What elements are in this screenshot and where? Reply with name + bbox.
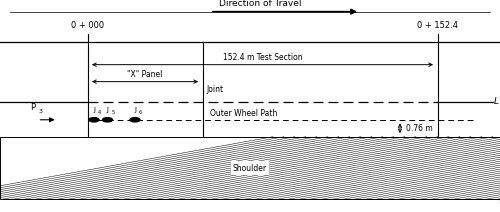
Text: Joint: Joint: [206, 85, 224, 94]
Text: 152.4 m Test Section: 152.4 m Test Section: [222, 53, 302, 62]
Circle shape: [102, 118, 113, 122]
Text: 0 + 000: 0 + 000: [71, 21, 104, 30]
Text: 3: 3: [38, 109, 42, 114]
Circle shape: [130, 118, 140, 122]
Text: L: L: [494, 97, 499, 106]
Text: P: P: [30, 103, 35, 112]
Text: 0.76 m: 0.76 m: [406, 124, 433, 133]
Circle shape: [89, 118, 99, 122]
Text: J: J: [134, 107, 136, 113]
Bar: [0, 137, 500, 199]
Text: J: J: [93, 107, 95, 113]
Text: Shoulder: Shoulder: [233, 163, 267, 173]
Text: J: J: [106, 107, 108, 113]
Text: 0 + 152.4: 0 + 152.4: [417, 21, 458, 30]
Text: 6: 6: [139, 110, 142, 115]
Text: 5: 5: [112, 110, 114, 115]
Text: Direction of Travel: Direction of Travel: [219, 0, 301, 8]
Text: "X" Panel: "X" Panel: [128, 70, 162, 79]
Text: 4: 4: [98, 110, 101, 115]
Text: Outer Wheel Path: Outer Wheel Path: [210, 109, 278, 118]
